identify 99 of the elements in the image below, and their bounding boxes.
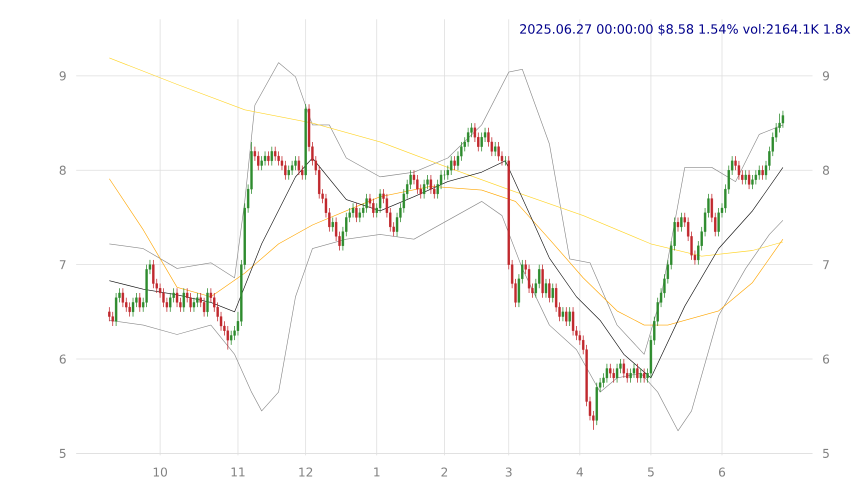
candlestick: [196, 292, 199, 308]
candlestick: [544, 278, 548, 298]
candlestick: [290, 160, 294, 176]
candlestick: [206, 288, 209, 317]
candlestick: [480, 132, 483, 152]
y2-tick-label: 9: [822, 71, 830, 80]
candlestick: [122, 288, 124, 308]
x-tick-label: 4: [576, 468, 584, 476]
candlestick: [169, 292, 172, 312]
candlestick: [230, 330, 232, 346]
line-series: [109, 201, 784, 432]
candlestick: [453, 156, 456, 171]
candlestick: [680, 212, 683, 232]
candlestick: [294, 156, 297, 171]
candlestick: [606, 363, 608, 384]
chart-title: 2025.06.27 00:00:00 $8.58 1.54% vol:2164.1K 1.8x: [520, 24, 850, 36]
candlestick: [622, 358, 626, 378]
candlestick: [642, 368, 646, 384]
x-tick-label: 12: [299, 468, 312, 477]
candlestick: [636, 363, 639, 384]
candlestick: [192, 297, 196, 312]
candlestick: [112, 311, 114, 326]
candlestick: [528, 264, 530, 294]
candlestick: [430, 174, 432, 194]
candlestick: [132, 297, 134, 317]
candlestick: [138, 292, 142, 312]
candlestick: [676, 217, 680, 232]
candlestick: [152, 260, 155, 289]
candlestick: [108, 306, 111, 322]
x-tick-label: 6: [718, 468, 726, 477]
x-tick-label: 11: [232, 468, 245, 476]
candlestick: [443, 170, 446, 180]
candlestick: [632, 363, 636, 378]
line-series: [109, 178, 784, 326]
candlestick: [572, 306, 574, 336]
candlestick: [182, 288, 186, 312]
y-tick-label: 8: [60, 166, 66, 175]
candlestick: [738, 160, 740, 180]
candlestick: [568, 306, 571, 326]
candlestick: [378, 188, 382, 214]
candlestick: [744, 170, 747, 185]
candlestick: [548, 278, 551, 303]
y-tick-label: 6: [60, 354, 66, 364]
x-tick-label: 3: [506, 468, 512, 477]
candlestick: [332, 217, 334, 232]
candlestick: [298, 156, 300, 176]
candlestick: [226, 326, 230, 350]
y-tick-label: 5: [60, 448, 66, 458]
candlestick: [751, 174, 754, 190]
candlestick: [562, 306, 564, 322]
candlestick: [541, 264, 544, 298]
candlestick: [450, 156, 452, 176]
candlestick: [288, 165, 290, 180]
candlestick: [372, 198, 375, 218]
x-tick-label: 10: [154, 468, 168, 477]
candlestick: [494, 142, 496, 157]
candlestick: [565, 306, 568, 326]
candlestick: [358, 208, 362, 223]
candlestick: [616, 363, 618, 384]
candlestick: [365, 194, 368, 214]
candlestick: [189, 292, 192, 312]
candlestick: [176, 288, 178, 308]
candlestick: [640, 368, 642, 384]
candlestick: [609, 363, 612, 378]
line-series: [109, 62, 784, 355]
x-tick-label: 2: [441, 468, 448, 477]
candlestick: [352, 202, 354, 218]
candlestick: [748, 170, 750, 190]
candlestick: [355, 202, 358, 223]
candlestick: [267, 151, 270, 166]
candlestick: [274, 146, 276, 162]
candlestick: [416, 174, 419, 194]
candlestick: [754, 170, 758, 185]
y2-tick-label: 6: [822, 354, 830, 364]
candlestick: [552, 283, 554, 303]
y2-tick-label: 7: [823, 260, 829, 270]
y2-tick-label: 5: [823, 448, 829, 458]
candlestick: [612, 368, 615, 384]
x-tick-label: 5: [648, 468, 654, 477]
candlestick: [782, 110, 784, 128]
candlestick: [114, 292, 118, 326]
line-series: [109, 58, 784, 257]
candlestick: [128, 302, 131, 317]
candlestick: [162, 288, 165, 308]
candlestick: [758, 165, 760, 180]
y2-tick-label: 8: [822, 166, 830, 175]
candlestick: [629, 368, 632, 384]
candlestick: [761, 165, 764, 180]
x-tick-label: 1: [374, 468, 380, 476]
candlestick: [497, 142, 500, 162]
y-tick-label: 9: [60, 71, 66, 80]
candlestick: [466, 127, 470, 148]
candlestick: [202, 297, 206, 317]
candlestick: [260, 156, 263, 171]
y-tick-label: 7: [60, 260, 66, 270]
candlestick: [284, 160, 287, 180]
candlestick: [717, 208, 720, 237]
candlestick: [422, 179, 426, 199]
candlestick: [270, 146, 274, 166]
